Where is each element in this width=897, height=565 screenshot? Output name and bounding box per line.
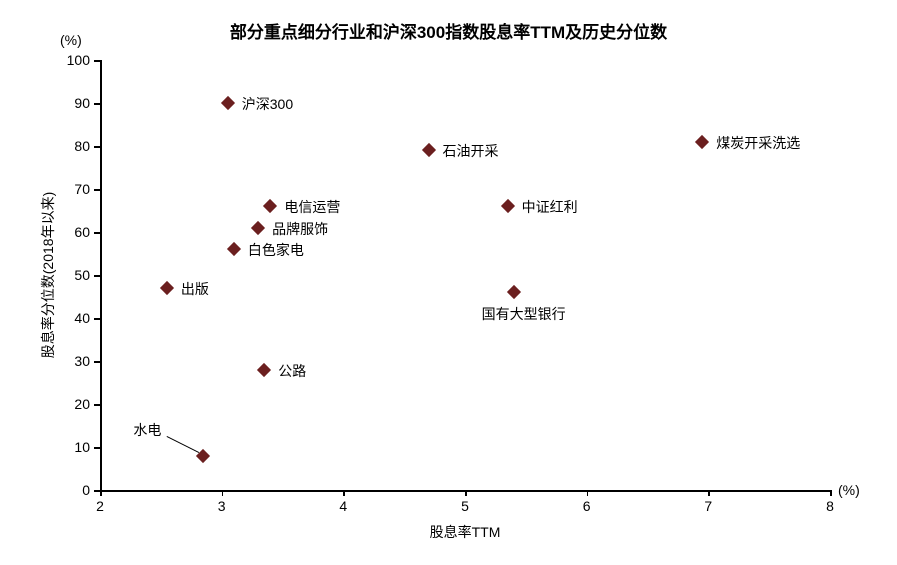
data-point (257, 363, 271, 377)
data-point-label: 电信运营 (284, 197, 340, 217)
y-tick-label: 40 (74, 310, 90, 326)
data-point-label: 品牌服饰 (272, 219, 328, 239)
data-point (251, 221, 265, 235)
data-point (421, 143, 435, 157)
y-tick-label: 70 (74, 181, 90, 197)
data-point (221, 96, 235, 110)
y-tick (94, 318, 100, 320)
data-point (263, 199, 277, 213)
data-point-label: 煤炭开采洗选 (716, 133, 800, 153)
y-tick-label: 60 (74, 224, 90, 240)
x-tick-label: 7 (704, 498, 712, 514)
x-tick (100, 490, 102, 496)
y-tick-label: 30 (74, 353, 90, 369)
y-tick-label: 20 (74, 396, 90, 412)
data-point-label: 中证红利 (522, 197, 578, 217)
x-tick-label: 4 (339, 498, 347, 514)
x-tick-label: 2 (96, 498, 104, 514)
y-tick-label: 90 (74, 95, 90, 111)
data-point (507, 285, 521, 299)
x-tick (587, 490, 589, 496)
data-point-label: 出版 (181, 279, 209, 299)
x-tick-label: 5 (461, 498, 469, 514)
data-point-label: 白色家电 (248, 240, 304, 260)
data-point (501, 199, 515, 213)
x-tick-label: 8 (826, 498, 834, 514)
y-tick (94, 275, 100, 277)
data-point (227, 242, 241, 256)
data-point-label: 水电 (133, 420, 161, 440)
y-tick (94, 146, 100, 148)
y-tick (94, 361, 100, 363)
y-tick-label: 50 (74, 267, 90, 283)
data-point (160, 281, 174, 295)
x-axis-title: 股息率TTM (430, 522, 501, 542)
y-axis-unit: (%) (60, 32, 82, 48)
x-tick (465, 490, 467, 496)
leader-line (167, 436, 200, 453)
y-axis-line (100, 60, 102, 490)
data-point-label: 公路 (278, 361, 306, 381)
data-point (695, 135, 709, 149)
y-tick-label: 80 (74, 138, 90, 154)
chart-title: 部分重点细分行业和沪深300指数股息率TTM及历史分位数 (0, 18, 897, 43)
x-tick (708, 490, 710, 496)
plot-area: 沪深300 煤炭开采洗选 石油开采电信运营 中证红利品牌服饰白色家电出版国有大型银行公… (100, 60, 830, 490)
x-tick (343, 490, 345, 496)
y-tick-label: 0 (82, 482, 90, 498)
data-point-label: 石油开采 (443, 141, 499, 161)
x-tick (222, 490, 224, 496)
x-axis-unit: (%) (838, 482, 860, 498)
data-point-label: 沪深300 (242, 94, 293, 114)
y-axis-title: 股息率分位数(2018年以来) (38, 192, 58, 358)
x-tick (830, 490, 832, 496)
data-point-label: 国有大型银行 (482, 304, 566, 324)
y-tick (94, 232, 100, 234)
y-tick-label: 100 (67, 52, 90, 68)
chart-container: 部分重点细分行业和沪深300指数股息率TTM及历史分位数 (%) (%) 股息率… (0, 0, 897, 565)
y-tick (94, 103, 100, 105)
y-tick (94, 404, 100, 406)
y-tick (94, 60, 100, 62)
y-tick (94, 189, 100, 191)
y-tick (94, 447, 100, 449)
y-tick-label: 10 (74, 439, 90, 455)
x-tick-label: 6 (583, 498, 591, 514)
data-point (196, 449, 210, 463)
x-tick-label: 3 (218, 498, 226, 514)
